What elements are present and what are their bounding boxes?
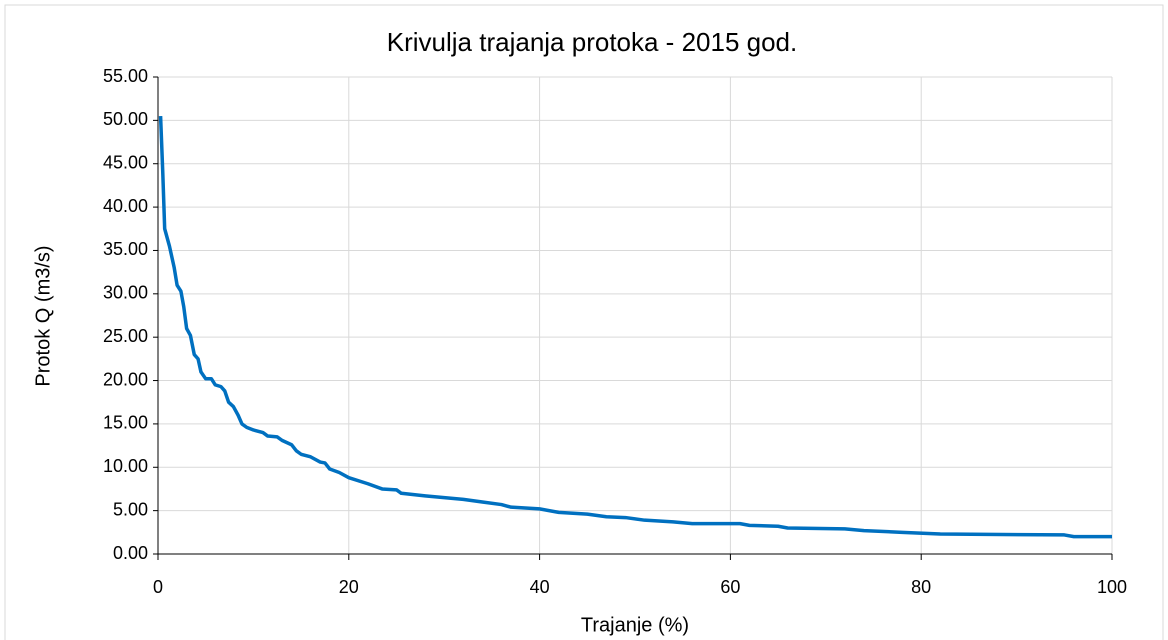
y-tick-label: 5.00 (113, 499, 148, 519)
y-tick-label: 30.00 (103, 283, 148, 303)
chart-area (4, 4, 1164, 640)
x-tick-label: 0 (153, 577, 163, 597)
data-line (158, 115, 1112, 539)
y-tick-label: 10.00 (103, 456, 148, 476)
y-tick-label: 15.00 (103, 413, 148, 433)
y-tick-label: 25.00 (103, 326, 148, 346)
y-tick-label: 0.00 (113, 543, 148, 563)
y-tick-label: 50.00 (103, 109, 148, 129)
x-tick-label: 60 (720, 577, 740, 597)
chart-title: Krivulja trajanja protoka - 2015 god. (387, 27, 797, 57)
x-tick-label: 40 (530, 577, 550, 597)
x-tick-label: 100 (1097, 577, 1127, 597)
y-tick-label: 55.00 (103, 66, 148, 86)
x-tick-label: 20 (339, 577, 359, 597)
y-tick-label: 45.00 (103, 152, 148, 172)
x-axis-label: Trajanje (%) (581, 614, 689, 636)
y-tick-label: 20.00 (103, 369, 148, 389)
y-tick-label: 40.00 (103, 196, 148, 216)
y-tick-label: 35.00 (103, 239, 148, 259)
y-axis-label: Protok Q (m3/s) (32, 245, 54, 386)
x-tick-label: 80 (911, 577, 931, 597)
